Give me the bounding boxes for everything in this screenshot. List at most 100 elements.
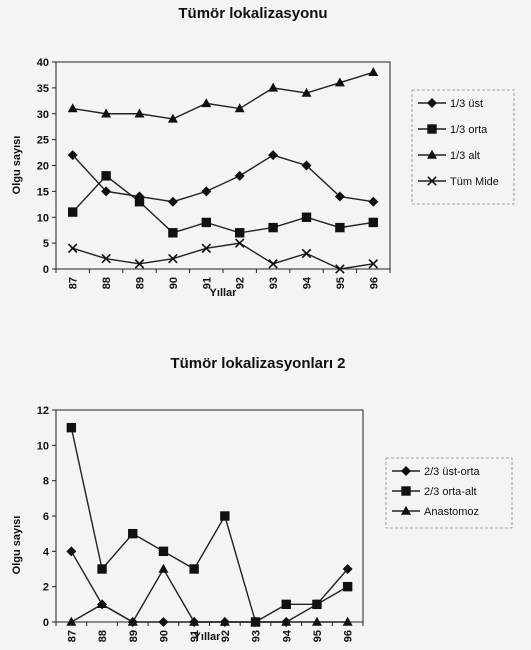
chart-1-series-3-point bbox=[201, 98, 212, 108]
chart-1-series-1-point bbox=[67, 150, 78, 161]
chart-1-series-3-point bbox=[334, 77, 345, 87]
chart-2-series-2-point bbox=[220, 511, 230, 521]
chart-1-series-2 bbox=[68, 171, 378, 238]
chart-2-y-tick-label: 6 bbox=[43, 511, 49, 523]
chart-1-series-2-point bbox=[101, 171, 111, 181]
chart-1-series-2-line bbox=[72, 174, 374, 234]
chart-2-legend-item: 2/3 orta-alt bbox=[392, 486, 477, 498]
chart-2-x-tick-label: 88 bbox=[97, 630, 109, 642]
chart-1-series-3-point bbox=[268, 82, 279, 92]
chart-1-y-tick-label: 40 bbox=[37, 57, 49, 69]
chart-2-frame bbox=[55, 409, 364, 623]
chart-1-legend-label: 1/3 alt bbox=[450, 150, 480, 162]
chart-2-series-2-point bbox=[312, 599, 322, 610]
chart-2-x-tick-label: 94 bbox=[281, 629, 293, 642]
chart-1-series-1-point bbox=[301, 160, 312, 171]
chart-1-y-tick-label: 35 bbox=[37, 83, 49, 95]
chart-1-series-4-point-b bbox=[301, 248, 312, 259]
chart-2-y-tick-label: 8 bbox=[43, 476, 49, 488]
chart-1-y-tick-label: 10 bbox=[37, 212, 49, 224]
chart-1-series-4-point-b bbox=[201, 243, 212, 254]
chart-2-legend-box bbox=[385, 457, 513, 529]
chart-1-series-4-point bbox=[67, 243, 78, 254]
chart-1-series-4-point bbox=[335, 264, 345, 274]
chart-2-x-tick-label: 91 bbox=[189, 630, 201, 642]
chart-2-x-tick-label: 90 bbox=[158, 630, 170, 642]
chart-2-series-1 bbox=[66, 546, 353, 627]
chart-1-series-1 bbox=[67, 150, 379, 207]
chart-2-legend-item: 2/3 üst-orta bbox=[392, 466, 481, 478]
chart-1-series-4 bbox=[67, 238, 379, 274]
chart-1-series-2-point bbox=[368, 217, 378, 228]
chart-2-y-tick-label: 2 bbox=[43, 582, 49, 594]
chart-2-legend-label: 2/3 üst-orta bbox=[424, 466, 481, 478]
chart-1-x-tick-label: 89 bbox=[135, 277, 147, 289]
chart-2: Tümör lokalizasyonları 2 0 2 4 6 8 10 12 87 88 89… bbox=[11, 355, 513, 643]
chart-2-series-2 bbox=[66, 422, 353, 627]
chart-1-series-4-point bbox=[201, 243, 212, 254]
chart-1-series-4-line bbox=[72, 242, 374, 270]
chart-2-series-3-point bbox=[158, 563, 169, 573]
chart-1-series-2-point bbox=[235, 228, 245, 238]
chart-2-x-tick-label: 92 bbox=[220, 630, 232, 642]
chart-1-x-tick-label: 96 bbox=[368, 277, 380, 289]
chart-1-series-3 bbox=[67, 67, 379, 123]
chart-1-legend-swatch-marker bbox=[427, 149, 437, 159]
chart-1-series-1-point bbox=[234, 170, 245, 181]
chart-2-series-1-point bbox=[342, 564, 353, 574]
chart-1-series-1-line bbox=[72, 154, 374, 203]
chart-1-series-4-point-b bbox=[368, 259, 379, 269]
chart-1-series-4-point bbox=[301, 248, 312, 259]
chart-1-x-tick-label: 87 bbox=[68, 277, 80, 289]
chart-1-series-2-point bbox=[134, 197, 145, 207]
chart-1-series-3-point bbox=[101, 108, 112, 118]
chart-2-series-1-point bbox=[66, 546, 77, 557]
chart-1-legend-label: 1/3 üst bbox=[450, 98, 483, 110]
chart-2-series-2-line bbox=[70, 427, 348, 624]
chart-1-series-1-point bbox=[268, 150, 279, 161]
chart-1-x-tick-label: 95 bbox=[335, 277, 347, 289]
chart-1-x-tick-label: 94 bbox=[302, 276, 314, 289]
chart-1-y-tick-label: 5 bbox=[43, 238, 49, 250]
chart-2-x-tick-label: 93 bbox=[251, 630, 263, 642]
chart-2-y-tick-label: 12 bbox=[37, 405, 49, 417]
chart-1-series-4-point-b bbox=[67, 243, 78, 254]
chart-1-series-2-point bbox=[168, 228, 178, 238]
chart-1-x-tick-label: 90 bbox=[168, 277, 180, 289]
chart-2-y-axis-label: Olgu sayısı bbox=[11, 516, 23, 575]
chart-2-legend-item: Anastomoz bbox=[392, 505, 479, 518]
chart-1-series-3-line bbox=[72, 71, 374, 120]
chart-2-y-tick-label: 10 bbox=[37, 440, 49, 452]
chart-2-legend-label: Anastomoz bbox=[424, 506, 479, 518]
chart-1-series-3-point bbox=[67, 103, 78, 113]
chart-1-y-tick-label: 0 bbox=[43, 264, 49, 276]
chart-1-series-3-point bbox=[234, 103, 245, 113]
chart-1-legend: 1/3 üst 1/3 orta 1/3 alt Tüm Mide bbox=[411, 89, 515, 205]
chart-1-series-1-point bbox=[167, 196, 178, 207]
chart-2-x-tick-label: 95 bbox=[312, 630, 324, 642]
chart-1-series-1-point bbox=[334, 191, 345, 202]
chart-1-legend-box bbox=[411, 89, 515, 205]
chart-1-series-1-point bbox=[101, 186, 112, 197]
chart-2-series-2-point bbox=[281, 599, 291, 610]
chart-2-series-2-point bbox=[97, 564, 107, 574]
chart-1-series-4-point-b bbox=[168, 253, 178, 264]
chart-1-y-tick-label: 30 bbox=[37, 109, 49, 121]
chart-1-series-2-point bbox=[268, 222, 278, 233]
chart-1-x-tick-label: 92 bbox=[235, 277, 247, 289]
chart-2-series-3-point bbox=[127, 616, 138, 626]
chart-2-y-tick-label: 0 bbox=[43, 617, 49, 629]
chart-2-legend-label: 2/3 orta-alt bbox=[424, 486, 477, 498]
chart-2-series-2-point bbox=[66, 422, 77, 433]
chart-1-series-3-point bbox=[301, 87, 312, 97]
chart-2-legend-swatch-marker bbox=[401, 486, 411, 496]
chart-1-series-3-point bbox=[167, 113, 178, 123]
chart-1-series-4-point bbox=[168, 253, 178, 264]
chart-2-series-3-point bbox=[189, 616, 200, 626]
chart-1-series-4-point bbox=[368, 259, 379, 269]
chart-1-series-4-point bbox=[234, 238, 245, 248]
chart-1-frame bbox=[55, 61, 391, 270]
chart-1-plot-area: 0 5 10 15 20 25 30 35 40 87 88 89 90 91 92 93 94 95 96 bbox=[37, 57, 391, 289]
